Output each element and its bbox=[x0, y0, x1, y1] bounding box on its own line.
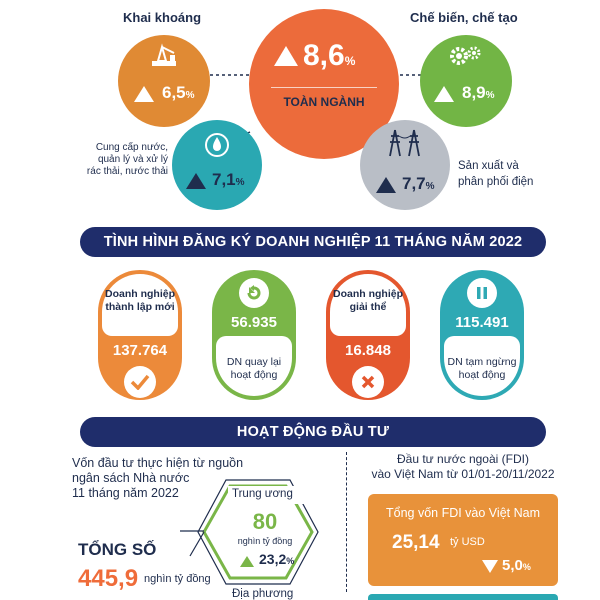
power-label-line1: Sản xuất và bbox=[458, 160, 519, 172]
card-suspended-business: 115.491 DN tạm ngừng hoạt động bbox=[440, 270, 524, 400]
central-up-arrow bbox=[240, 553, 254, 571]
central-change: 23,2 bbox=[259, 551, 287, 567]
card-returned-business: 56.935 DN quay lại hoạt động bbox=[212, 270, 296, 400]
return-arrow-icon bbox=[239, 278, 269, 308]
state-budget-heading: Vốn đầu tư thực hiện từ nguồn ngân sách … bbox=[72, 456, 243, 501]
power-value: 7,7 bbox=[402, 174, 426, 193]
total-investment-value: 445,9 bbox=[78, 565, 139, 592]
power-unit: % bbox=[425, 181, 435, 192]
fdi-heading: Đầu tư nước ngoài (FDI) vào Việt Nam từ … bbox=[368, 452, 558, 482]
total-unit: % bbox=[344, 54, 356, 68]
section-divider bbox=[346, 452, 347, 592]
total-value: 8,6 bbox=[303, 39, 345, 72]
card-returned-business-label-1: DN quay lại bbox=[226, 356, 282, 368]
power-circle: 7,7% bbox=[360, 120, 450, 210]
total-label: TOÀN NGÀNH bbox=[283, 95, 365, 109]
power-tower-icon bbox=[386, 128, 424, 163]
gears-icon bbox=[448, 43, 484, 74]
check-icon bbox=[124, 366, 156, 398]
next-card-edge bbox=[368, 594, 558, 600]
central-unit: nghìn tỷ đồng bbox=[237, 536, 293, 546]
card-returned-business-label-2: hoạt động bbox=[230, 369, 278, 381]
central-label: Trung ương bbox=[232, 488, 293, 500]
card-dissolved-business: Doanh nghiệp giải thể 16.848 bbox=[326, 270, 410, 400]
fdi-change-unit: % bbox=[522, 562, 531, 572]
registration-banner: TÌNH HÌNH ĐĂNG KÝ DOANH NGHIỆP 11 THÁNG … bbox=[80, 227, 546, 257]
fdi-title: Tổng vốn FDI vào Việt Nam bbox=[385, 506, 540, 520]
fdi-heading-2: vào Việt Nam từ 01/01-20/11/2022 bbox=[371, 467, 555, 481]
card-new-business: Doanh nghiệp thành lập mới 137.764 bbox=[98, 270, 182, 400]
local-label: Địa phương bbox=[232, 588, 294, 600]
state-budget-heading-3: 11 tháng năm 2022 bbox=[72, 486, 179, 500]
manufacturing-value: 8,9 bbox=[462, 83, 486, 102]
total-up-arrow bbox=[274, 46, 298, 66]
card-new-business-label-1: Doanh nghiệp bbox=[105, 288, 175, 300]
mining-unit: % bbox=[185, 90, 195, 101]
total-investment-unit: nghìn tỷ đồng bbox=[144, 573, 211, 585]
mining-value: 6,5 bbox=[162, 83, 186, 102]
power-up-arrow bbox=[376, 176, 396, 194]
card-suspended-business-label-2: hoạt động bbox=[458, 369, 506, 381]
card-suspended-business-value: 115.491 bbox=[455, 314, 509, 331]
card-dissolved-business-label-1: Doanh nghiệp bbox=[333, 288, 403, 300]
cross-icon bbox=[352, 366, 384, 398]
card-dissolved-business-value: 16.848 bbox=[345, 342, 391, 359]
water-circle: 7,1% bbox=[172, 120, 262, 210]
power-label: Sản xuất và phân phối điện bbox=[458, 158, 533, 190]
fdi-unit: tỷ USD bbox=[450, 536, 485, 548]
state-budget-heading-2: ngân sách Nhà nước bbox=[72, 471, 190, 485]
central-value: 80 bbox=[252, 509, 278, 534]
water-label-line3: rác thải, nước thải bbox=[86, 166, 168, 177]
central-change-unit: % bbox=[286, 556, 295, 566]
water-label-line1: Cung cấp nước, bbox=[95, 142, 168, 153]
water-drop-icon bbox=[205, 132, 229, 163]
card-returned-business-value: 56.935 bbox=[231, 314, 277, 331]
card-new-business-label-2: thành lập mới bbox=[105, 301, 175, 313]
manufacturing-label: Chế biến, chế tạo bbox=[410, 10, 518, 25]
investment-banner: HOẠT ĐỘNG ĐẦU TƯ bbox=[80, 417, 546, 447]
water-value: 7,1 bbox=[212, 170, 236, 189]
manufacturing-circle: 8,9% bbox=[420, 35, 512, 127]
fdi-change: 5,0 bbox=[502, 557, 523, 574]
mining-label: Khai khoáng bbox=[123, 10, 202, 25]
fdi-heading-1: Đầu tư nước ngoài (FDI) bbox=[397, 452, 529, 466]
total-investment-label: TỔNG SỐ bbox=[78, 540, 157, 559]
power-label-line2: phân phối điện bbox=[458, 176, 534, 188]
water-label-line2: quản lý và xử lý bbox=[97, 154, 168, 165]
manufacturing-unit: % bbox=[485, 90, 495, 101]
card-dissolved-business-label-2: giải thể bbox=[349, 301, 387, 313]
oil-rig-icon bbox=[148, 43, 180, 76]
card-suspended-business-label-1: DN tạm ngừng bbox=[447, 356, 517, 368]
state-budget-heading-1: Vốn đầu tư thực hiện từ nguồn bbox=[72, 456, 244, 470]
manufacturing-up-arrow bbox=[434, 85, 454, 103]
mining-up-arrow bbox=[134, 85, 154, 103]
pause-icon bbox=[467, 278, 497, 308]
total-divider bbox=[271, 87, 377, 88]
central-label-box bbox=[228, 486, 306, 504]
mining-circle: 6,5% bbox=[118, 35, 210, 127]
water-label: Cung cấp nước, quản lý và xử lý rác thải… bbox=[76, 142, 168, 178]
fdi-value: 25,14 bbox=[392, 532, 440, 553]
fdi-card: Tổng vốn FDI vào Việt Nam 25,14 tỷ USD 5… bbox=[368, 494, 558, 586]
water-unit: % bbox=[235, 177, 245, 188]
water-up-arrow bbox=[186, 172, 206, 190]
card-new-business-value: 137.764 bbox=[112, 342, 168, 359]
fdi-down-arrow bbox=[482, 560, 498, 573]
